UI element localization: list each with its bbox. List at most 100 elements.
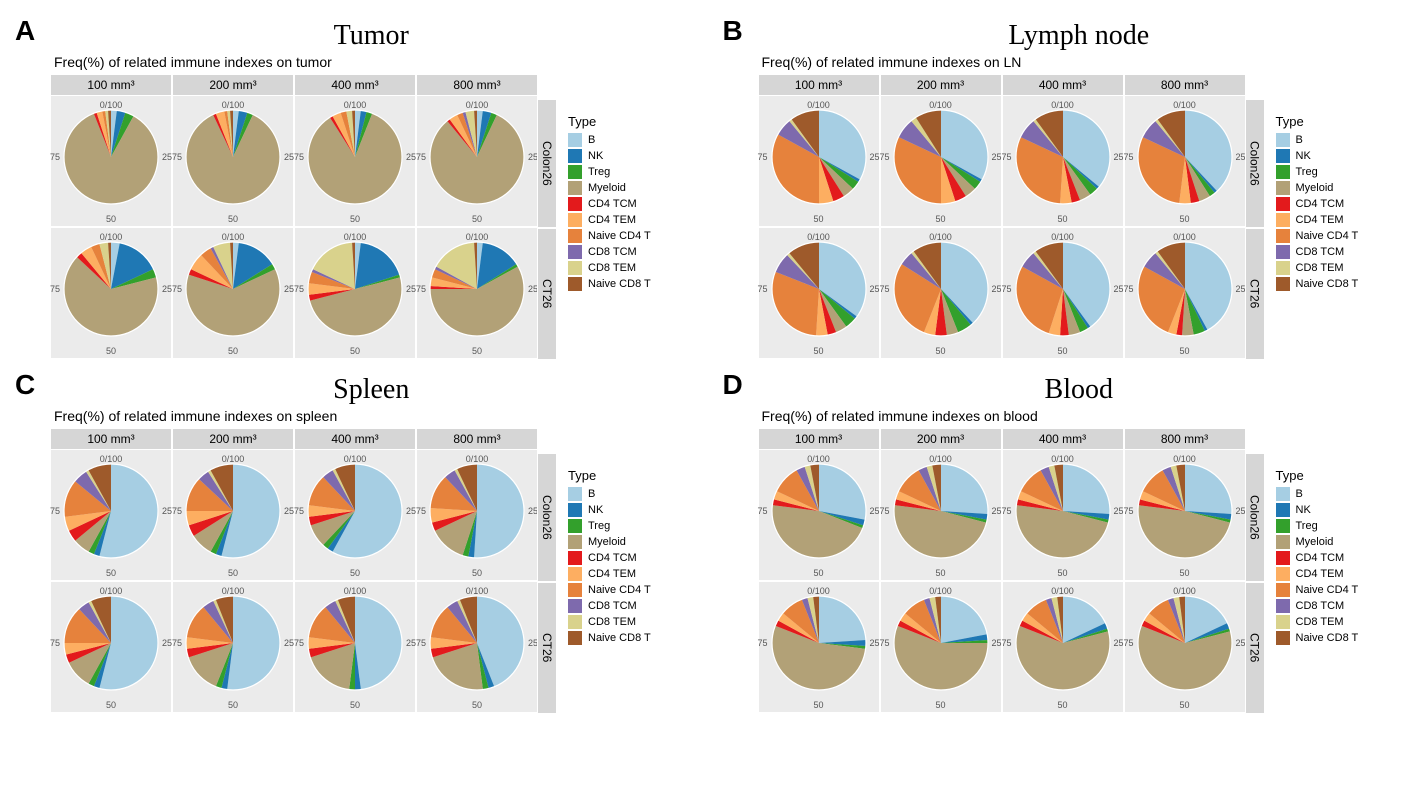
axis-label-right: 25 xyxy=(406,506,416,516)
facet-col-header: 400 mm³ xyxy=(1003,75,1123,96)
legend-item: NK xyxy=(568,149,651,163)
axis-label-bottom: 50 xyxy=(813,700,823,710)
legend-label: CD8 TEM xyxy=(1296,262,1344,274)
legend-swatch xyxy=(1276,599,1290,613)
legend-label: Treg xyxy=(588,166,610,178)
legend-label: CD8 TEM xyxy=(588,262,636,274)
legend-title: Type xyxy=(1276,468,1359,483)
legend-title: Type xyxy=(568,114,651,129)
axis-label-left: 75 xyxy=(294,284,304,294)
pie-slice-B xyxy=(355,596,402,690)
axis-label-right: 25 xyxy=(991,152,1001,162)
legend-swatch xyxy=(568,229,582,243)
pie-chart: 0/100255075 xyxy=(422,588,532,698)
facet-cell: 100 mm³0/100255075 xyxy=(50,428,172,581)
legend: TypeBNKTregMyeloidCD4 TCMCD4 TEMNaive CD… xyxy=(568,468,651,647)
pie-chart: 0/100255075 xyxy=(1130,588,1240,698)
axis-label-top: 0/100 xyxy=(1051,232,1074,242)
axis-label-left: 75 xyxy=(172,506,182,516)
facet-row-strip: CT26 xyxy=(1245,228,1265,360)
facet-cell: 0/100255075 xyxy=(880,227,1002,359)
legend-swatch xyxy=(568,503,582,517)
pie-chart: 0/100255075 xyxy=(1008,588,1118,698)
facet-cell: 800 mm³0/100255075Colon26 xyxy=(1124,74,1246,227)
facet-col-header: 100 mm³ xyxy=(759,429,879,450)
axis-label-right: 25 xyxy=(162,506,172,516)
legend-label: Naive CD8 T xyxy=(588,632,651,644)
axis-label-bottom: 50 xyxy=(1057,346,1067,356)
axis-label-bottom: 50 xyxy=(1179,568,1189,578)
facet-cell: 0/100255075CT26 xyxy=(416,581,538,713)
axis-label-bottom: 50 xyxy=(228,700,238,710)
axis-label-left: 75 xyxy=(1002,506,1012,516)
pie-chart: 0/100255075 xyxy=(300,234,410,344)
pie-chart: 0/100255075 xyxy=(300,588,410,698)
legend-label: B xyxy=(588,134,595,146)
legend-item: CD4 TCM xyxy=(1276,551,1359,565)
facet-cell: 0/100255075CT26 xyxy=(1124,581,1246,713)
axis-label-bottom: 50 xyxy=(1179,214,1189,224)
facet-col-header: 200 mm³ xyxy=(173,429,293,450)
pie-chart: 0/100255075 xyxy=(422,234,532,344)
axis-label-bottom: 50 xyxy=(472,568,482,578)
legend-label: B xyxy=(588,488,595,500)
legend-swatch xyxy=(1276,245,1290,259)
legend-swatch xyxy=(1276,149,1290,163)
facet-grid: 100 mm³0/100255075200 mm³0/100255075400 … xyxy=(50,74,538,359)
legend-item: Naive CD4 T xyxy=(568,229,651,243)
legend-label: Myeloid xyxy=(588,536,626,548)
axis-label-right: 25 xyxy=(406,638,416,648)
axis-label-right: 25 xyxy=(162,638,172,648)
axis-label-top: 0/100 xyxy=(807,100,830,110)
legend-label: CD4 TEM xyxy=(588,568,636,580)
axis-label-right: 25 xyxy=(284,152,294,162)
axis-label-top: 0/100 xyxy=(807,586,830,596)
legend-label: CD8 TCM xyxy=(1296,600,1345,612)
facet-cell: 200 mm³ 0/100255075 xyxy=(172,74,294,227)
legend-item: Myeloid xyxy=(568,535,651,549)
facet-cell: 0/100255075 xyxy=(172,581,294,713)
legend-swatch xyxy=(568,487,582,501)
axis-label-right: 25 xyxy=(991,638,1001,648)
axis-label-top: 0/100 xyxy=(100,100,123,110)
legend-swatch xyxy=(1276,519,1290,533)
pie-chart: 0/100255075 xyxy=(1008,102,1118,212)
axis-label-left: 75 xyxy=(1002,284,1012,294)
axis-label-right: 25 xyxy=(162,284,172,294)
axis-label-left: 75 xyxy=(172,152,182,162)
axis-label-bottom: 50 xyxy=(1057,568,1067,578)
axis-label-bottom: 50 xyxy=(106,700,116,710)
legend-item: B xyxy=(1276,487,1359,501)
axis-label-left: 75 xyxy=(294,152,304,162)
pie-slice-B xyxy=(474,464,524,558)
axis-label-left: 75 xyxy=(50,284,60,294)
pie-chart: 0/100255075 xyxy=(56,102,166,212)
axis-label-right: 25 xyxy=(991,506,1001,516)
legend-label: CD8 TCM xyxy=(1296,246,1345,258)
legend-swatch xyxy=(568,133,582,147)
facet-col-header: 200 mm³ xyxy=(173,75,293,96)
legend-label: CD4 TCM xyxy=(588,198,637,210)
facet-row-strip: CT26 xyxy=(537,582,557,714)
facet-cell: 0/100255075 xyxy=(172,227,294,359)
axis-label-left: 75 xyxy=(416,638,426,648)
axis-label-top: 0/100 xyxy=(100,232,123,242)
axis-label-bottom: 50 xyxy=(106,346,116,356)
legend-item: Naive CD4 T xyxy=(1276,229,1359,243)
axis-label-left: 75 xyxy=(880,506,890,516)
panel-letter: B xyxy=(723,15,743,47)
legend-label: CD4 TCM xyxy=(588,552,637,564)
legend-label: Naive CD8 T xyxy=(1296,632,1359,644)
axis-label-top: 0/100 xyxy=(466,232,489,242)
legend-swatch xyxy=(568,261,582,275)
legend-label: Myeloid xyxy=(1296,536,1334,548)
pie-chart: 0/100255075 xyxy=(886,234,996,344)
axis-label-left: 75 xyxy=(416,152,426,162)
legend-swatch xyxy=(568,535,582,549)
facet-col-header: 100 mm³ xyxy=(51,429,171,450)
facet-cell: 100 mm³0/100255075 xyxy=(758,74,880,227)
panel-title: Tumor xyxy=(50,20,693,52)
pie-chart: 0/100255075 xyxy=(178,102,288,212)
legend-item: Naive CD4 T xyxy=(568,583,651,597)
pie-slice-B xyxy=(1063,464,1110,514)
